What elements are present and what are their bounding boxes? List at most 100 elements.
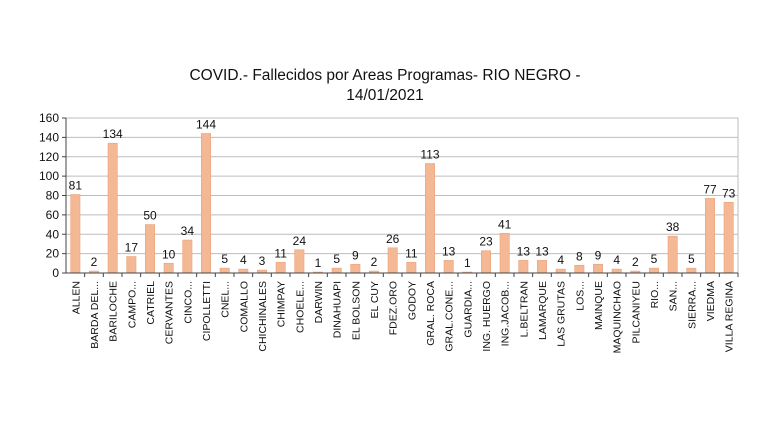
data-label: 77	[703, 182, 717, 196]
data-label: 9	[595, 248, 602, 262]
x-tick-label: CATRIEL	[145, 281, 157, 325]
bar	[425, 163, 435, 274]
bar	[350, 263, 361, 274]
x-tick-label: FDEZ.ORO	[388, 281, 400, 335]
data-label: 1	[464, 256, 471, 270]
x-tick-label: COMALLO	[238, 281, 250, 332]
x-tick-label: CIPOLLETTI	[201, 281, 213, 341]
chart-subtitle: 14/01/2021	[346, 87, 424, 104]
y-tick-label: 120	[39, 150, 59, 164]
x-tick-label: CINCO...	[182, 281, 194, 324]
bar	[219, 267, 230, 274]
y-tick-label: 100	[39, 169, 59, 183]
bar	[201, 133, 211, 274]
data-label: 4	[240, 253, 247, 267]
data-label: 2	[632, 255, 639, 269]
bar	[667, 235, 678, 274]
data-label: 4	[557, 253, 564, 267]
x-tick-label: ALLEN	[70, 281, 82, 314]
data-label: 26	[386, 232, 400, 246]
x-tick-label: CERVANTES	[164, 281, 176, 344]
x-tick-label: VIEDMA	[705, 281, 717, 321]
x-tick-label: LAS GRUTAS	[556, 281, 568, 347]
x-tick-label: PILCANIYEU	[630, 281, 642, 343]
x-tick-label: LAMARQUE	[537, 281, 549, 340]
bar	[649, 267, 659, 274]
data-label: 23	[479, 235, 493, 249]
bar	[705, 198, 715, 274]
bar	[499, 232, 510, 274]
data-label: 2	[371, 255, 378, 269]
y-tick-label: 140	[39, 130, 59, 144]
bar	[593, 263, 603, 274]
data-label: 5	[221, 252, 228, 266]
data-label: 3	[259, 254, 266, 268]
data-label: 144	[196, 118, 216, 132]
y-tick-label: 60	[46, 208, 60, 222]
data-label: 5	[333, 252, 340, 266]
x-tick-label: CAMPO...	[126, 281, 138, 328]
x-tick-label: GRAL. ROCA	[425, 281, 437, 346]
bar	[331, 267, 342, 274]
x-tick-label: CHIMPAY	[276, 281, 288, 327]
bar	[145, 224, 155, 274]
y-tick-label: 20	[46, 247, 60, 261]
bar	[275, 262, 286, 274]
data-label: 5	[688, 252, 695, 266]
data-label: 13	[442, 244, 456, 258]
bar	[294, 249, 305, 274]
bar	[107, 142, 118, 274]
bar	[574, 264, 585, 274]
bar	[238, 268, 249, 274]
x-tick-label: CNEL...	[220, 281, 232, 318]
y-tick-label: 80	[46, 189, 60, 203]
x-tick-label: L.BELTRAN	[518, 281, 530, 337]
data-label: 24	[293, 234, 307, 248]
x-tick-label: GODOY	[406, 281, 418, 320]
data-label: 10	[162, 247, 176, 261]
x-tick-label: GRAL.CONE...	[444, 281, 456, 352]
x-tick-label: MAINQUE	[593, 281, 605, 330]
bar	[555, 268, 566, 274]
bar	[406, 262, 417, 274]
data-label: 73	[722, 186, 736, 200]
data-label: 41	[498, 217, 512, 231]
data-label: 81	[69, 179, 83, 193]
data-label: 4	[613, 253, 620, 267]
x-tick-label: BARILOCHE	[108, 281, 120, 342]
data-label: 11	[405, 246, 418, 260]
data-label: 8	[576, 249, 583, 263]
bar	[611, 268, 622, 274]
x-tick-label: LOS...	[574, 281, 586, 311]
x-tick-label: SIERRA...	[686, 281, 698, 329]
x-tick-label: CHOELE...	[294, 281, 306, 333]
data-label: 11	[274, 246, 287, 260]
data-label: 13	[535, 244, 549, 258]
y-tick-label: 0	[52, 266, 59, 280]
x-tick-label: RIO...	[649, 281, 661, 308]
data-label: 1	[315, 256, 322, 270]
x-tick-label: CHICHINALES	[257, 281, 269, 352]
x-tick-label: EL BOLSON	[350, 281, 362, 340]
x-tick-label: ING.JACOB...	[500, 281, 512, 346]
data-label: 34	[181, 224, 195, 238]
chart-title: COVID.- Fallecidos por Areas Programas- …	[189, 67, 580, 84]
data-label: 50	[143, 209, 157, 223]
bar	[387, 247, 398, 274]
bar	[481, 250, 491, 274]
bar	[163, 263, 174, 274]
y-tick-label: 160	[39, 111, 59, 125]
x-tick-label: DARWIN	[313, 281, 325, 323]
bar	[182, 239, 193, 274]
bars	[70, 133, 734, 274]
bar	[723, 201, 734, 274]
bar	[537, 260, 547, 274]
x-tick-label: MAQUINCHAO	[612, 281, 624, 353]
bar	[518, 260, 529, 274]
data-label: 17	[125, 241, 139, 255]
data-label: 9	[352, 248, 359, 262]
bar	[686, 267, 697, 274]
x-tick-label: EL CUY	[369, 281, 381, 319]
